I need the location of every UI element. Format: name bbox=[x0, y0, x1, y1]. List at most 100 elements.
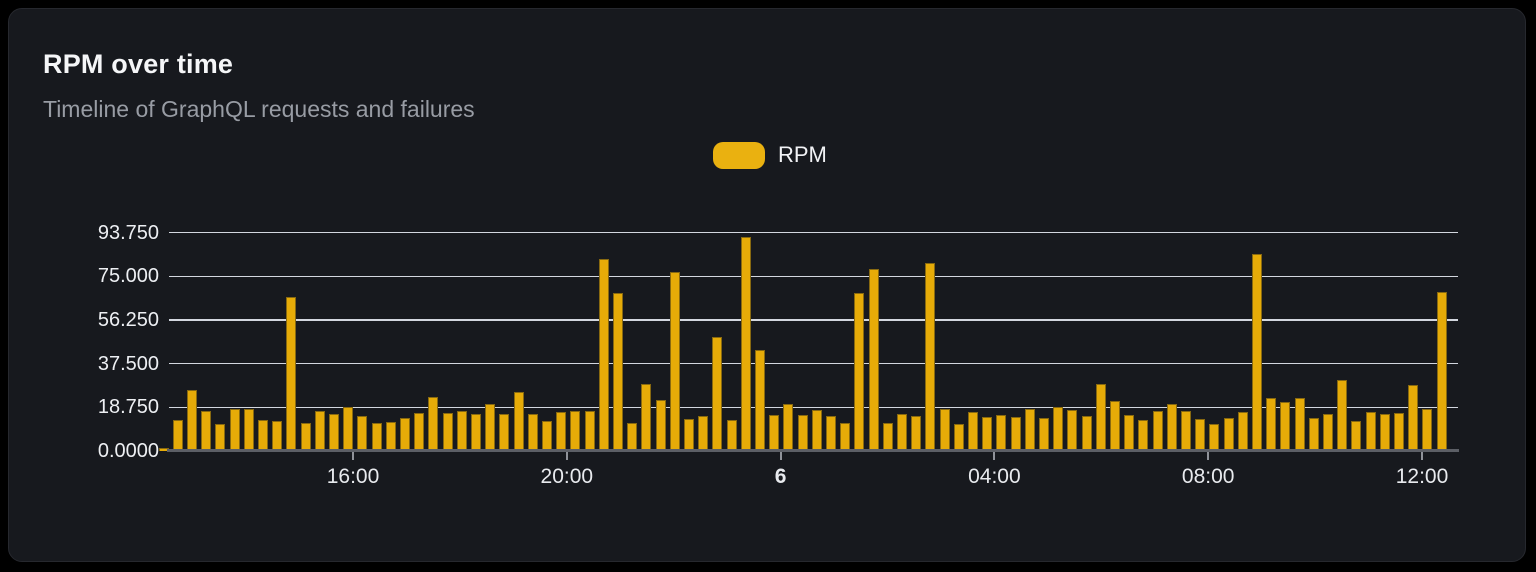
bar[interactable] bbox=[1152, 411, 1163, 451]
bar[interactable] bbox=[1337, 380, 1348, 451]
gridline bbox=[169, 231, 1458, 234]
bar[interactable] bbox=[1024, 408, 1035, 451]
bar[interactable] bbox=[343, 406, 354, 451]
legend-item-rpm[interactable]: RPM bbox=[713, 141, 827, 169]
bar[interactable] bbox=[1365, 412, 1376, 451]
bar[interactable] bbox=[456, 410, 467, 451]
bar[interactable] bbox=[712, 337, 723, 451]
bar[interactable] bbox=[1180, 411, 1191, 451]
bar[interactable] bbox=[1280, 402, 1291, 451]
bar[interactable] bbox=[286, 297, 297, 451]
bar[interactable] bbox=[186, 390, 197, 451]
bar[interactable] bbox=[428, 396, 439, 451]
bar[interactable] bbox=[1422, 409, 1433, 451]
bar[interactable] bbox=[669, 271, 680, 451]
bar[interactable] bbox=[1294, 397, 1305, 451]
bar[interactable] bbox=[754, 350, 765, 451]
bar[interactable] bbox=[243, 408, 254, 451]
bar[interactable] bbox=[1251, 254, 1262, 451]
gridline bbox=[169, 275, 1458, 278]
bar[interactable] bbox=[584, 410, 595, 451]
bar[interactable] bbox=[1124, 414, 1135, 451]
bar[interactable] bbox=[996, 414, 1007, 451]
bar[interactable] bbox=[1393, 412, 1404, 451]
bar[interactable] bbox=[272, 420, 283, 451]
bar[interactable] bbox=[698, 416, 709, 451]
bar[interactable] bbox=[982, 416, 993, 451]
bar[interactable] bbox=[840, 422, 851, 451]
bar[interactable] bbox=[1266, 397, 1277, 451]
bar[interactable] bbox=[1109, 400, 1120, 451]
bar[interactable] bbox=[328, 413, 339, 451]
bar[interactable] bbox=[300, 422, 311, 451]
bar[interactable] bbox=[868, 269, 879, 451]
bar[interactable] bbox=[1081, 416, 1092, 451]
bar[interactable] bbox=[556, 411, 567, 451]
bar[interactable] bbox=[1436, 291, 1447, 451]
bar[interactable] bbox=[811, 410, 822, 451]
bar[interactable] bbox=[1195, 418, 1206, 451]
bar[interactable] bbox=[499, 413, 510, 451]
bar[interactable] bbox=[1053, 406, 1064, 451]
bar[interactable] bbox=[967, 412, 978, 451]
bar[interactable] bbox=[257, 420, 268, 451]
bar[interactable] bbox=[201, 410, 212, 451]
bar[interactable] bbox=[641, 384, 652, 451]
bar[interactable] bbox=[1223, 417, 1234, 451]
y-tick-label: 18.750 bbox=[97, 396, 159, 419]
bar[interactable] bbox=[1379, 413, 1390, 451]
bar[interactable] bbox=[470, 413, 481, 451]
bar[interactable] bbox=[598, 258, 609, 451]
bar[interactable] bbox=[1038, 417, 1049, 451]
gridline bbox=[169, 319, 1458, 321]
bar[interactable] bbox=[385, 421, 396, 451]
bar[interactable] bbox=[1237, 412, 1248, 451]
bar[interactable] bbox=[485, 403, 496, 451]
bar[interactable] bbox=[1209, 423, 1220, 451]
bar[interactable] bbox=[527, 413, 538, 451]
bar[interactable] bbox=[215, 424, 226, 451]
bar[interactable] bbox=[740, 236, 751, 451]
bar[interactable] bbox=[1408, 385, 1419, 451]
bar[interactable] bbox=[1351, 420, 1362, 451]
bar[interactable] bbox=[399, 418, 410, 451]
bar[interactable] bbox=[825, 416, 836, 451]
bar[interactable] bbox=[1308, 417, 1319, 451]
bar[interactable] bbox=[314, 410, 325, 451]
bar[interactable] bbox=[442, 412, 453, 451]
bar[interactable] bbox=[726, 420, 737, 451]
bar[interactable] bbox=[541, 420, 552, 451]
bar[interactable] bbox=[1166, 403, 1177, 451]
bar[interactable] bbox=[1138, 420, 1149, 451]
bar[interactable] bbox=[570, 410, 581, 451]
legend-swatch-rpm[interactable] bbox=[713, 141, 765, 169]
bar[interactable] bbox=[911, 416, 922, 451]
x-axis-line bbox=[167, 449, 1459, 452]
bar[interactable] bbox=[854, 292, 865, 451]
bar[interactable] bbox=[414, 413, 425, 451]
bar[interactable] bbox=[627, 422, 638, 451]
bar[interactable] bbox=[371, 423, 382, 451]
bar[interactable] bbox=[1010, 416, 1021, 451]
bar[interactable] bbox=[1095, 384, 1106, 451]
bar[interactable] bbox=[953, 424, 964, 451]
bar[interactable] bbox=[172, 420, 183, 451]
bar[interactable] bbox=[769, 415, 780, 451]
bar[interactable] bbox=[655, 400, 666, 451]
bar[interactable] bbox=[1067, 410, 1078, 451]
bar[interactable] bbox=[797, 414, 808, 451]
bar[interactable] bbox=[783, 403, 794, 451]
bar[interactable] bbox=[925, 263, 936, 451]
bar[interactable] bbox=[357, 416, 368, 451]
bar[interactable] bbox=[683, 419, 694, 451]
bar[interactable] bbox=[896, 414, 907, 451]
bar[interactable] bbox=[882, 423, 893, 451]
bar[interactable] bbox=[939, 409, 950, 451]
bar[interactable] bbox=[612, 292, 623, 451]
bar[interactable] bbox=[229, 408, 240, 451]
bar[interactable] bbox=[1322, 413, 1333, 451]
chart-title: RPM over time bbox=[43, 49, 234, 79]
x-axis-tick bbox=[565, 452, 568, 460]
bar[interactable] bbox=[513, 391, 524, 451]
